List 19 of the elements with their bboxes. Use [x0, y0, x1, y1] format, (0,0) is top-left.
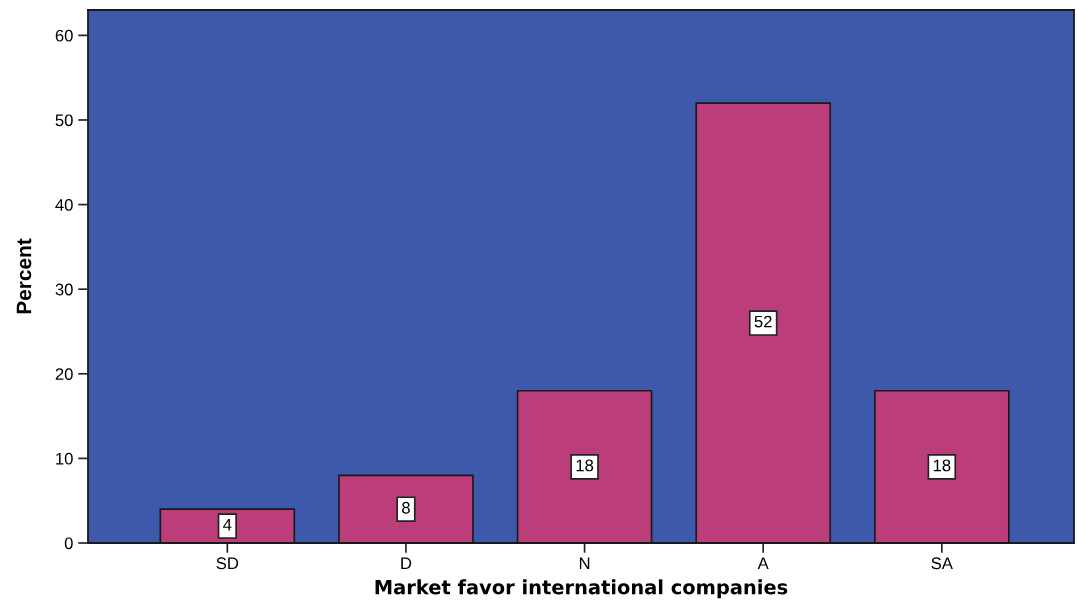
- y-axis-title: Percent: [16, 238, 32, 314]
- data-label: 4: [223, 518, 232, 531]
- y-tick-label: 60: [55, 29, 73, 42]
- data-label: 8: [402, 501, 410, 514]
- x-tick-label: SD: [216, 557, 239, 570]
- y-tick-label: 40: [55, 198, 73, 211]
- data-label: 18: [933, 459, 951, 472]
- x-tick-label: D: [401, 557, 412, 569]
- y-tick-label: 10: [56, 452, 73, 465]
- x-tick-label: A: [757, 557, 769, 569]
- x-tick-label: SA: [931, 557, 953, 570]
- data-label: 52: [754, 315, 772, 328]
- y-tick-label: 50: [55, 114, 73, 127]
- y-tick-label: 0: [64, 537, 73, 550]
- x-tick-label: N: [579, 557, 590, 569]
- data-label: 18: [576, 459, 594, 472]
- y-tick-label: 30: [55, 283, 73, 296]
- y-tick-label: 20: [55, 368, 73, 380]
- x-axis-title: Market favor international companies: [375, 579, 788, 599]
